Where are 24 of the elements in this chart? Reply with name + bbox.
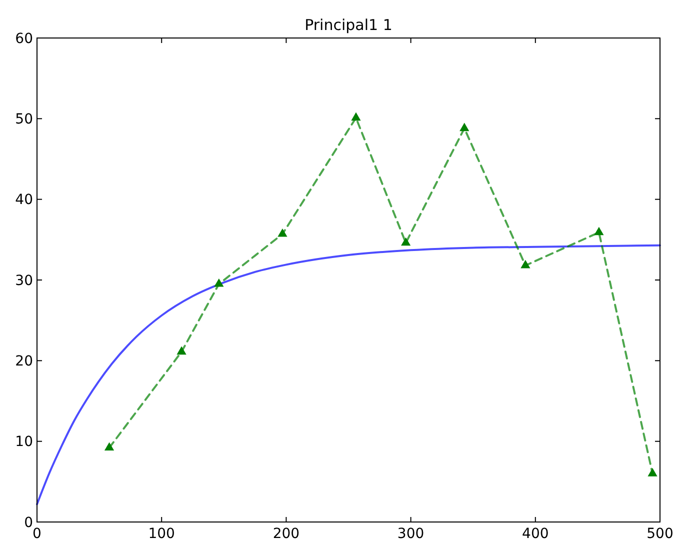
y-tick-label: 10	[15, 434, 33, 450]
point	[460, 122, 470, 132]
x-tick-label: 300	[397, 526, 424, 542]
y-tick-label: 0	[24, 514, 33, 531]
x-tick-label: 200	[272, 526, 300, 542]
x-tick-label: 500	[646, 526, 674, 542]
y-tick-label: 60	[15, 30, 33, 47]
point	[648, 468, 658, 476]
y-tick-label: 50	[15, 112, 33, 128]
x-tick-label: 100	[148, 526, 175, 542]
x-tick-label: 400	[522, 526, 549, 542]
y-tick-label: 30	[15, 272, 33, 289]
y-tick-label: 20	[15, 354, 33, 370]
point	[278, 228, 288, 237]
point	[401, 237, 411, 246]
chart-title: Principal1 1	[304, 16, 392, 34]
point	[351, 112, 361, 121]
point	[104, 442, 114, 451]
point	[520, 260, 530, 268]
point	[214, 278, 224, 287]
y-tick-label: 40	[15, 192, 33, 208]
line-series	[36, 244, 661, 506]
point	[594, 226, 604, 236]
point	[176, 346, 186, 355]
